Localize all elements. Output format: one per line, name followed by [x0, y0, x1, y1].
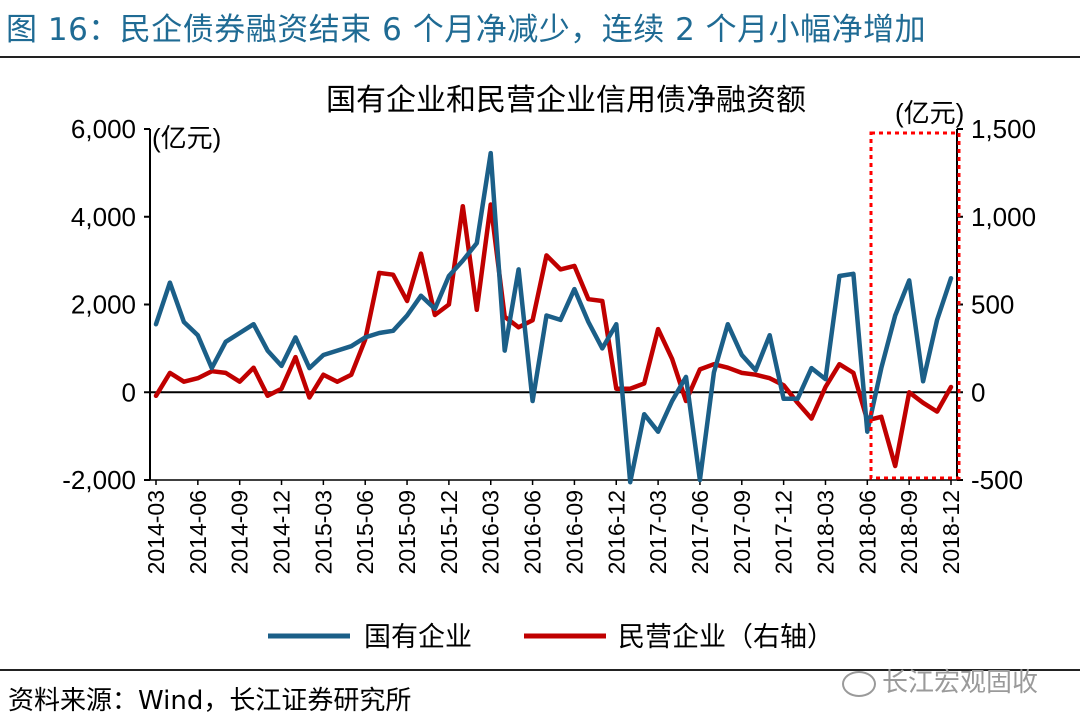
top-rule [0, 56, 1080, 58]
x-tick-label: 2016-03 [478, 490, 504, 574]
x-tick-label: 2014-06 [185, 490, 211, 574]
x-tick-label: 2018-06 [854, 490, 880, 574]
series-lines [153, 150, 954, 485]
x-tick-label: 2014-03 [143, 490, 169, 574]
right-tick-label: 1,000 [971, 202, 1036, 232]
legend-label-state: 国有企业 [364, 622, 472, 652]
left-axis-unit: (亿元) [152, 123, 221, 153]
axes: 6,000 4,000 2,000 0 -2,000 1,500 1,000 500 0 -500… [62, 114, 1036, 574]
legend: 国有企业 民营企业（右轴） [268, 622, 834, 652]
x-tick-label: 2015-12 [436, 490, 462, 574]
wechat-icon [842, 670, 876, 697]
left-tick-label: 0 [122, 377, 136, 407]
x-tick-label: 2014-09 [227, 490, 253, 574]
x-tick-label: 2018-03 [812, 490, 838, 574]
x-tick-label: 2015-09 [394, 490, 420, 574]
x-tick-label: 2016-09 [561, 490, 587, 574]
left-tick-label: 4,000 [71, 202, 136, 232]
left-tick-label: 6,000 [71, 114, 136, 144]
source-note: 资料来源：Wind，长江证券研究所 [8, 686, 412, 716]
x-tick-label: 2016-06 [520, 490, 546, 574]
watermark: 长江宏观固收 [842, 662, 1038, 699]
highlight-box [869, 131, 961, 480]
right-tick-label: 1,500 [971, 114, 1036, 144]
legend-label-private: 民营企业（右轴） [618, 622, 834, 652]
right-tick-label: 500 [971, 290, 1014, 320]
right-tick-label: 0 [971, 377, 985, 407]
right-tick-label: -500 [971, 465, 1023, 495]
left-tick-label: -2,000 [62, 465, 136, 495]
figure-title: 图 16：民企债券融资结束 6 个月净减少，连续 2 个月小幅净增加 [6, 12, 927, 48]
right-axis-unit: (亿元) [895, 98, 964, 128]
x-tick-label: 2018-12 [938, 490, 964, 574]
x-tick-label: 2016-12 [603, 490, 629, 574]
left-tick-label: 2,000 [71, 290, 136, 320]
x-tick-label: 2017-03 [645, 490, 671, 574]
x-tick-label: 2018-09 [896, 490, 922, 574]
line-chart: 国有企业和民营企业信用债净融资额 (亿元) (亿元) 6,000 4,000 2,0… [62, 84, 1036, 652]
series-line-state [153, 150, 954, 485]
x-tick-label: 2014-12 [269, 490, 295, 574]
x-tick-label: 2017-12 [771, 490, 797, 574]
x-tick-label: 2015-03 [310, 490, 336, 574]
x-tick-label: 2015-06 [352, 490, 378, 574]
watermark-text: 长江宏观固收 [882, 668, 1039, 698]
bottom-rule [0, 669, 1080, 671]
chart-title: 国有企业和民营企业信用债净融资额 [326, 84, 806, 117]
x-tick-label: 2017-09 [729, 490, 755, 574]
x-tick-label: 2017-06 [687, 490, 713, 574]
series-line-private [153, 202, 954, 469]
